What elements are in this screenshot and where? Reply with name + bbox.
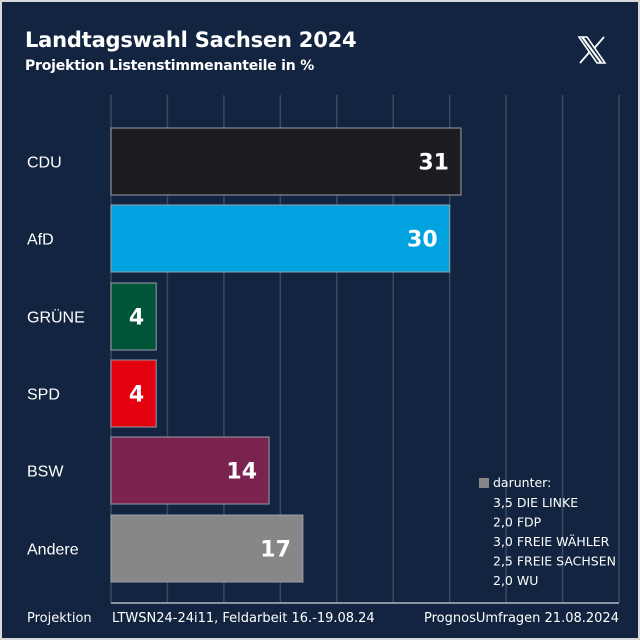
annotation-line: 3,5 DIE LINKE	[493, 495, 578, 510]
category-label: SPD	[27, 387, 60, 404]
category-label: GRÜNE	[27, 309, 85, 327]
category-label: AfD	[27, 232, 54, 249]
category-labels: CDU AfD GRÜNE SPD BSW Andere	[27, 155, 85, 559]
annotation-line: 2,0 WU	[493, 573, 538, 588]
chart-subtitle: Projektion Listenstimmenanteile in %	[25, 58, 315, 74]
value-label: 4	[129, 306, 144, 331]
category-label: BSW	[27, 464, 64, 481]
x-logo-icon[interactable]	[576, 34, 608, 66]
value-label: 17	[260, 538, 291, 563]
chart-title: Landtagswahl Sachsen 2024	[25, 28, 357, 52]
bar-andere	[110, 514, 304, 583]
footer-source: PrognosUmfragen 21.08.2024	[424, 611, 619, 626]
value-label: 14	[226, 460, 257, 485]
footer-details: LTWSN24-24i11, Feldarbeit 16.-19.08.24	[112, 611, 375, 626]
bars	[110, 127, 462, 583]
annotation-line: 3,0 FREIE WÄHLER	[493, 534, 610, 549]
annotation-heading: darunter:	[493, 475, 551, 490]
annotation-line: 2,0 FDP	[493, 515, 542, 530]
value-label: 4	[129, 383, 144, 408]
bar-afd	[110, 204, 451, 273]
footer-label: Projektion	[27, 611, 92, 626]
bar-cdu	[110, 127, 462, 196]
annotation-line: 2,5 FREIE SACHSEN	[493, 554, 616, 569]
category-label: CDU	[27, 155, 62, 172]
bar-spd	[110, 359, 157, 428]
bar-grne	[110, 282, 157, 351]
value-labels: 31 30 4 4 14 17	[129, 151, 449, 563]
value-label: 30	[407, 228, 438, 253]
value-label: 31	[418, 151, 449, 176]
category-label: Andere	[27, 542, 79, 559]
bar-bsw	[110, 436, 270, 505]
annotation-box: darunter: 3,5 DIE LINKE 2,0 FDP 3,0 FREIE …	[479, 475, 616, 588]
annotation-marker	[479, 478, 489, 488]
